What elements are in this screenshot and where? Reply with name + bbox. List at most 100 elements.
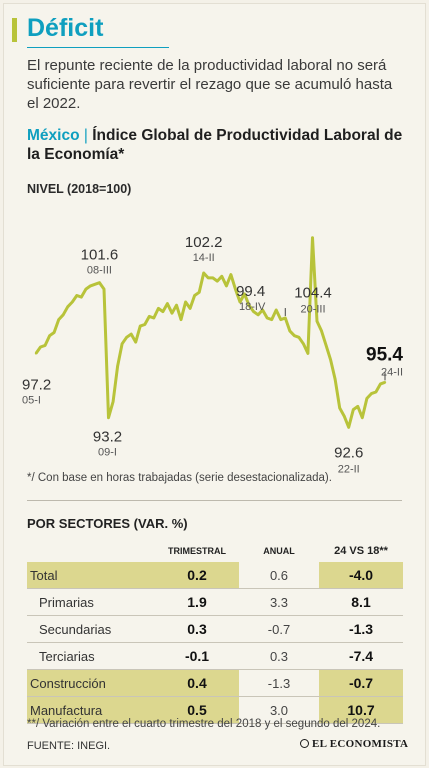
table-row: Secundarias 0.3 -0.7 -1.3 bbox=[27, 615, 403, 643]
data-point bbox=[229, 273, 233, 276]
sector-name: Primarias bbox=[27, 588, 155, 616]
data-point bbox=[256, 313, 260, 317]
divider bbox=[27, 500, 402, 501]
trimestral-value: 0.3 bbox=[155, 615, 239, 643]
vs-value: -1.3 bbox=[319, 615, 403, 643]
trimestral-value: 0.4 bbox=[155, 669, 239, 697]
vs-value: 8.1 bbox=[319, 588, 403, 616]
data-point bbox=[247, 303, 251, 307]
subtitle: El repunte reciente de la productividad … bbox=[27, 57, 393, 112]
data-point bbox=[270, 318, 273, 321]
data-point bbox=[279, 318, 282, 321]
data-point bbox=[107, 416, 110, 419]
sectors-title: POR SECTORES (VAR. %) bbox=[27, 516, 188, 531]
data-point bbox=[89, 284, 92, 288]
anual-value: 3.0 bbox=[239, 696, 319, 724]
annotation-period: 22-II bbox=[338, 463, 360, 475]
data-point bbox=[352, 408, 355, 411]
data-point bbox=[175, 303, 178, 307]
data-point bbox=[302, 342, 305, 345]
header-24-vs-18: 24 VS 18** bbox=[334, 545, 388, 557]
data-point bbox=[329, 358, 332, 362]
data-point bbox=[320, 329, 323, 333]
annotation-value: 99.4 bbox=[236, 283, 265, 300]
data-point bbox=[297, 336, 301, 339]
page-title: Déficit bbox=[27, 14, 104, 42]
annotation-period: 18-IV bbox=[239, 301, 266, 313]
data-point bbox=[243, 292, 246, 296]
annotation-value: 101.6 bbox=[81, 247, 119, 264]
sector-name: Secundarias bbox=[27, 615, 155, 643]
data-point bbox=[261, 308, 264, 312]
sector-name: Terciarias bbox=[27, 642, 155, 670]
data-point bbox=[75, 294, 78, 297]
data-point bbox=[361, 416, 364, 419]
annotation-value: 104.4 bbox=[294, 284, 332, 301]
data-point bbox=[166, 302, 169, 305]
title-accent-bar bbox=[12, 18, 17, 42]
chart-title: México | Índice Global de Productividad … bbox=[27, 126, 407, 164]
data-point bbox=[220, 275, 224, 278]
anual-value: -0.7 bbox=[239, 615, 319, 643]
brand-logo: EL ECONOMISTA bbox=[300, 738, 408, 750]
data-point bbox=[234, 287, 237, 291]
title-separator: | bbox=[83, 127, 88, 144]
data-point bbox=[288, 329, 292, 333]
annotation-value: 93.2 bbox=[93, 429, 122, 446]
trimestral-value: -0.1 bbox=[155, 642, 239, 670]
data-point bbox=[374, 390, 378, 394]
data-point bbox=[379, 382, 382, 386]
vs-value: -4.0 bbox=[319, 562, 403, 589]
table-header-row: TRIMESTRAL ANUAL 24 VS 18** bbox=[27, 540, 403, 562]
data-point bbox=[143, 323, 146, 326]
vs-value: 10.7 bbox=[319, 696, 403, 724]
data-point bbox=[61, 313, 65, 317]
data-point bbox=[98, 281, 101, 284]
data-point bbox=[324, 344, 328, 347]
chart-title-text: Índice Global de Productividad Laboral d… bbox=[27, 127, 403, 163]
vs-value: -7.4 bbox=[319, 642, 403, 670]
annotation-period: 24-II bbox=[381, 366, 403, 378]
data-point bbox=[347, 426, 350, 429]
data-point bbox=[211, 276, 214, 280]
sector-name: Manufactura bbox=[27, 696, 155, 724]
data-point bbox=[202, 271, 205, 275]
data-point bbox=[315, 320, 319, 323]
data-point bbox=[265, 316, 269, 320]
data-point bbox=[43, 344, 47, 347]
data-point bbox=[80, 295, 83, 299]
annotation-period: 14-II bbox=[193, 252, 215, 264]
data-point bbox=[57, 318, 60, 321]
data-point bbox=[34, 352, 38, 355]
title-underline bbox=[27, 47, 169, 48]
table-row: Primarias 1.9 3.3 8.1 bbox=[27, 588, 403, 616]
data-point bbox=[188, 307, 192, 310]
annotation-value: 95.4 bbox=[366, 344, 403, 365]
data-point bbox=[152, 316, 156, 320]
data-point bbox=[161, 310, 165, 313]
data-point bbox=[157, 307, 160, 310]
data-point bbox=[284, 316, 287, 320]
data-point bbox=[370, 392, 373, 395]
y-axis-label: NIVEL (2018=100) bbox=[27, 182, 132, 196]
data-point bbox=[197, 291, 201, 294]
data-point bbox=[39, 345, 42, 349]
trimestral-value: 0.2 bbox=[155, 562, 239, 589]
annotation-period: 05-I bbox=[22, 394, 41, 406]
data-point bbox=[293, 334, 296, 337]
data-point bbox=[93, 283, 97, 286]
data-point bbox=[184, 300, 187, 304]
header-sector bbox=[27, 540, 155, 562]
data-point bbox=[193, 294, 196, 297]
logo-mark-icon bbox=[300, 739, 309, 748]
data-point bbox=[134, 340, 137, 344]
data-point bbox=[207, 276, 210, 280]
data-point bbox=[252, 310, 255, 313]
data-point bbox=[383, 381, 387, 384]
data-point bbox=[120, 342, 124, 345]
anual-value: 3.3 bbox=[239, 588, 319, 616]
data-point bbox=[170, 312, 174, 315]
annotation-period: 08-III bbox=[87, 265, 112, 277]
data-point bbox=[311, 236, 314, 239]
